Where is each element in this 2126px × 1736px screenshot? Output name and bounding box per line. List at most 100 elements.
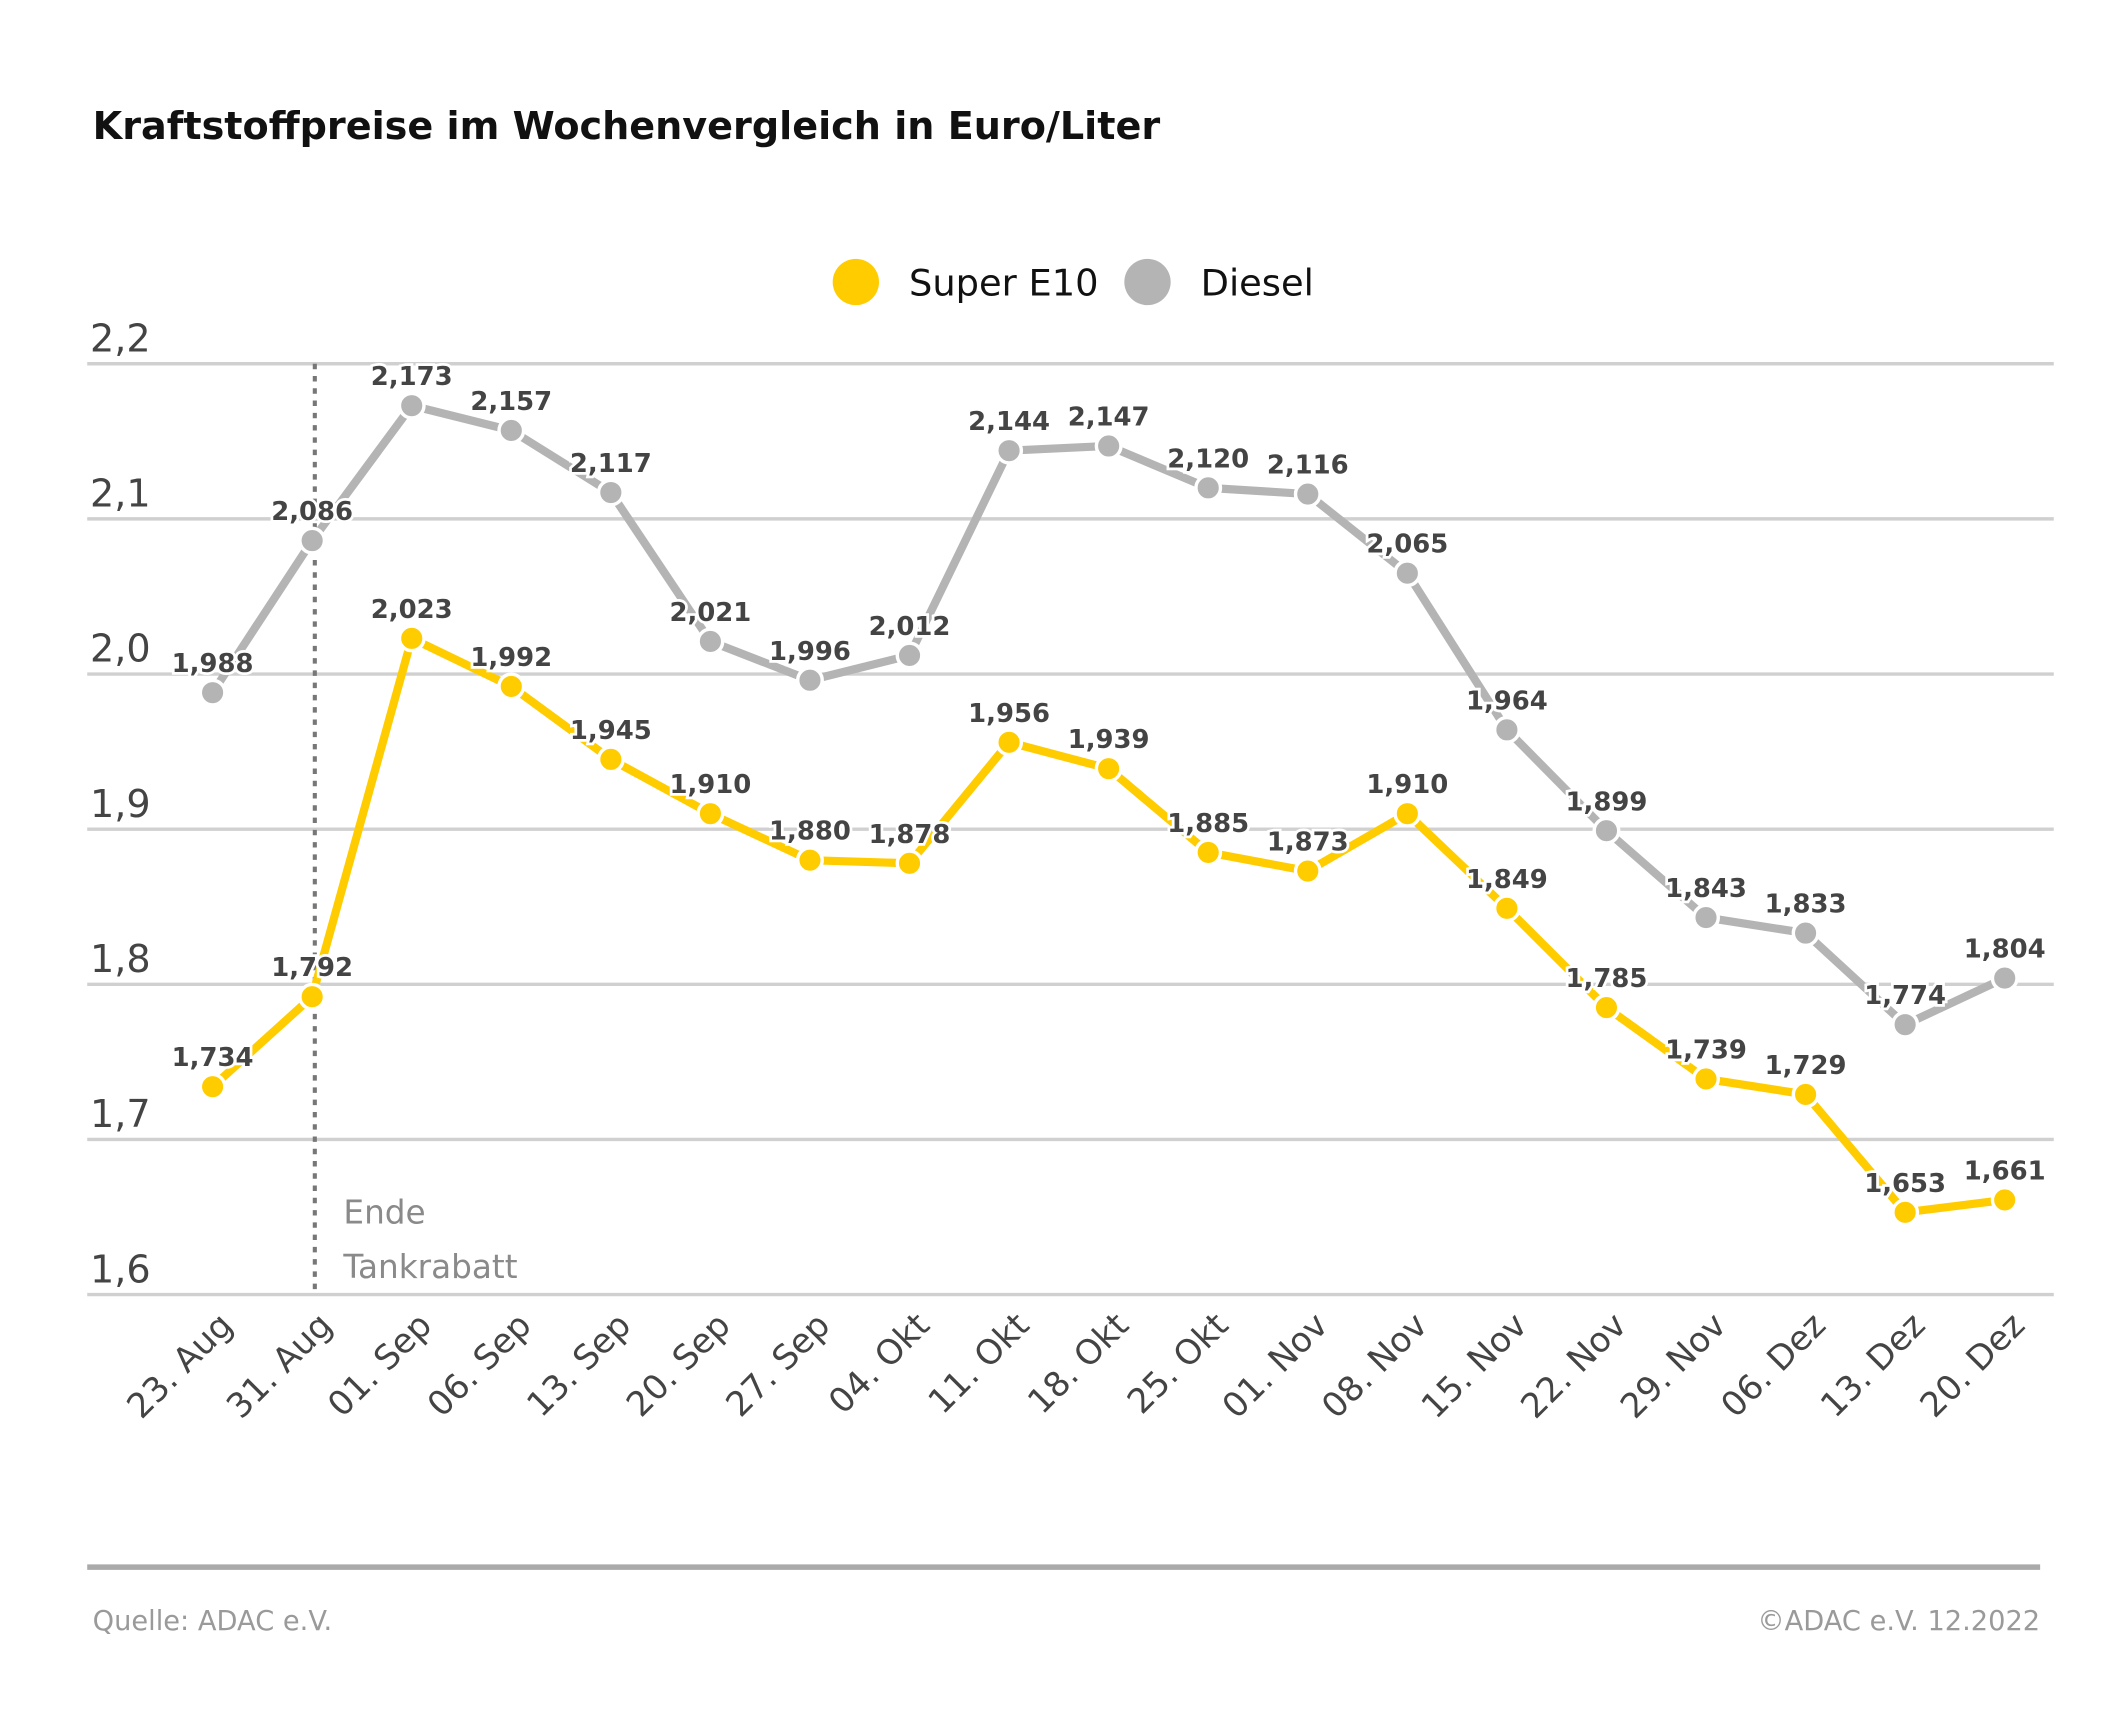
data-point [895, 641, 924, 670]
data-label: 1,785 [1566, 964, 1648, 994]
copyright-text: ©ADAC e.V. 12.2022 [1757, 1606, 2040, 1637]
source-text: Quelle: ADAC e.V. [93, 1606, 332, 1637]
x-tick-label: 20. Dez [1913, 1305, 2033, 1425]
data-point [1891, 1198, 1920, 1227]
data-label: 2,147 [1068, 403, 1150, 433]
data-label: 1,899 [1566, 787, 1648, 817]
data-point [796, 666, 824, 695]
annotation-line-1: Ende [343, 1194, 425, 1232]
data-point [1791, 919, 1820, 948]
x-tick-label: 13. Dez [1813, 1305, 1933, 1425]
data-label: 1,880 [769, 817, 851, 847]
data-point [497, 416, 526, 445]
x-tick-label: 08. Nov [1314, 1305, 1435, 1426]
chart-title: Kraftstoffpreise im Wochenvergleich in E… [93, 104, 1161, 148]
x-tick-label: 20. Sep [619, 1305, 739, 1425]
data-point [1194, 838, 1223, 867]
x-tick-label: 04. Okt [821, 1305, 938, 1422]
x-tick-label: 25. Okt [1120, 1305, 1237, 1422]
x-tick-label: 11. Okt [921, 1305, 1038, 1422]
x-tick-label: 18. Okt [1020, 1305, 1137, 1422]
data-point [696, 627, 725, 656]
data-label: 1,739 [1665, 1035, 1747, 1065]
data-point [895, 849, 924, 878]
data-label: 2,116 [1267, 451, 1349, 481]
data-label: 2,021 [669, 598, 751, 628]
data-label: 2,086 [271, 497, 353, 527]
data-point [1592, 993, 1621, 1022]
data-label: 1,939 [1068, 725, 1150, 755]
x-tick-label: 23. Aug [119, 1305, 240, 1426]
y-tick-label: 1,7 [90, 1092, 151, 1136]
series-line [209, 401, 2007, 1029]
data-point [1692, 903, 1720, 932]
data-label: 1,661 [1964, 1156, 2046, 1186]
y-tick-label: 2,1 [90, 472, 151, 516]
data-point [198, 1072, 227, 1101]
data-label: 1,843 [1665, 874, 1747, 904]
y-tick-label: 1,9 [90, 782, 151, 826]
data-label: 1,729 [1765, 1051, 1847, 1081]
data-point [298, 982, 327, 1011]
data-point [497, 672, 526, 701]
data-label: 1,992 [470, 643, 552, 673]
y-tick-label: 1,8 [90, 937, 151, 981]
x-tick-label: 01. Sep [320, 1305, 440, 1425]
data-label: 1,653 [1864, 1169, 1946, 1199]
x-tick-label: 06. Sep [420, 1305, 540, 1425]
data-label: 1,849 [1466, 865, 1548, 895]
data-label: 1,734 [172, 1043, 254, 1073]
x-tick-label: 06. Dez [1713, 1305, 1833, 1425]
data-label: 1,964 [1466, 686, 1548, 716]
data-point [995, 728, 1024, 757]
series-diesel: 1,988 2,086 2,173 2,157 2,117 2,021 1,996 2,012… [169, 359, 2048, 1039]
data-label: 1,774 [1864, 981, 1946, 1011]
data-label: 1,956 [968, 699, 1050, 729]
annotation-line-2: Tankrabatt [342, 1248, 517, 1286]
data-label: 1,873 [1267, 828, 1349, 858]
data-label: 1,792 [271, 953, 353, 983]
y-tick-label: 1,6 [90, 1247, 151, 1291]
data-label: 1,910 [669, 770, 751, 800]
data-label: 2,173 [371, 362, 453, 392]
data-point [1492, 715, 1521, 744]
data-label: 2,144 [968, 407, 1050, 437]
x-tick-label: 29. Nov [1613, 1305, 1734, 1426]
data-point [1293, 480, 1322, 509]
data-label: 1,804 [1964, 935, 2046, 965]
y-tick-label: 2,0 [90, 627, 151, 671]
data-point [1293, 857, 1322, 886]
data-label: 2,120 [1167, 444, 1249, 474]
series-super-e10: 1,734 1,792 2,023 1,992 1,945 1,910 1,880 1,878… [169, 592, 2048, 1227]
data-point [1094, 432, 1123, 460]
data-point [1492, 894, 1521, 923]
data-point [1990, 964, 2019, 993]
data-point [696, 799, 725, 828]
data-point [1692, 1064, 1720, 1093]
data-label: 1,878 [869, 820, 951, 850]
data-point [1194, 473, 1223, 502]
data-point [596, 745, 625, 774]
data-label: 2,012 [869, 612, 951, 642]
x-tick-label: 13. Sep [519, 1305, 639, 1425]
data-label: 2,023 [371, 595, 453, 625]
legend-marker-super-e10 [832, 258, 880, 306]
data-label: 1,945 [570, 716, 652, 746]
data-point [1094, 754, 1123, 783]
y-tick-label: 2,2 [90, 316, 151, 360]
data-point [596, 478, 625, 507]
data-point [298, 526, 327, 555]
data-label: 1,910 [1366, 770, 1448, 800]
data-label: 2,157 [470, 387, 552, 417]
legend-label-diesel: Diesel [1201, 262, 1314, 305]
data-label: 1,885 [1167, 809, 1249, 839]
x-tick-label: 31. Aug [219, 1305, 340, 1426]
data-point [1791, 1080, 1820, 1109]
legend: Super E10 Diesel [832, 258, 1314, 306]
data-point [995, 436, 1024, 465]
legend-marker-diesel [1124, 258, 1171, 306]
data-label: 1,988 [172, 649, 254, 679]
data-point [1990, 1185, 2019, 1214]
x-tick-label: 01. Nov [1215, 1305, 1336, 1426]
data-point [796, 846, 824, 875]
